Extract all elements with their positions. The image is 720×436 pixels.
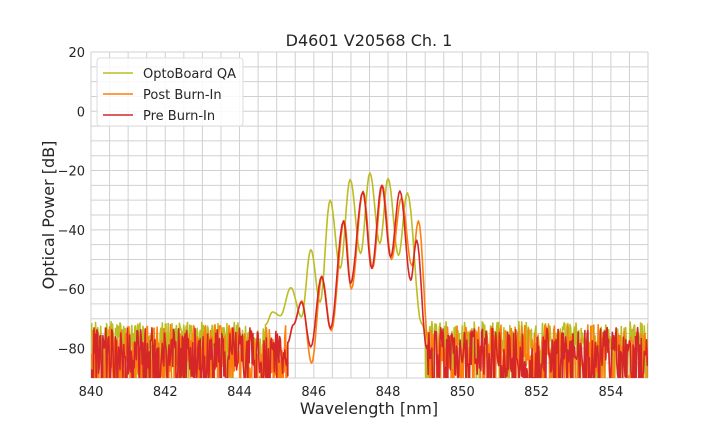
x-tick-label: 842 (153, 385, 178, 400)
y-tick-label: 20 (68, 46, 85, 61)
series-line-pre-burn-in (91, 184, 648, 378)
legend-label: Post Burn-In (143, 88, 222, 103)
y-tick-label: 0 (77, 105, 85, 120)
series-lines (91, 172, 648, 378)
y-tick-label: −60 (58, 283, 85, 298)
x-tick-label: 850 (450, 385, 475, 400)
x-tick-label: 844 (227, 385, 252, 400)
legend-label: OptoBoard QA (143, 67, 236, 82)
y-tick-labels: 20 0 −20 −40 −60 −80 (58, 46, 85, 357)
legend: OptoBoard QA Post Burn-In Pre Burn-In (96, 57, 244, 127)
x-tick-label: 848 (376, 385, 401, 400)
y-axis-label: Optical Power [dB] (39, 141, 58, 290)
legend-label: Pre Burn-In (143, 109, 215, 124)
y-tick-label: −20 (58, 165, 85, 180)
legend-box (96, 57, 244, 127)
x-tick-label: 854 (598, 385, 623, 400)
chart-title: D4601 V20568 Ch. 1 (286, 31, 453, 50)
x-tick-label: 846 (301, 385, 326, 400)
y-tick-label: −80 (58, 342, 85, 357)
x-axis-label: Wavelength [nm] (300, 399, 438, 418)
x-tick-label: 840 (79, 385, 104, 400)
x-tick-labels: 840 842 844 846 848 850 852 854 (79, 385, 624, 400)
y-tick-label: −40 (58, 224, 85, 239)
x-tick-label: 852 (524, 385, 549, 400)
